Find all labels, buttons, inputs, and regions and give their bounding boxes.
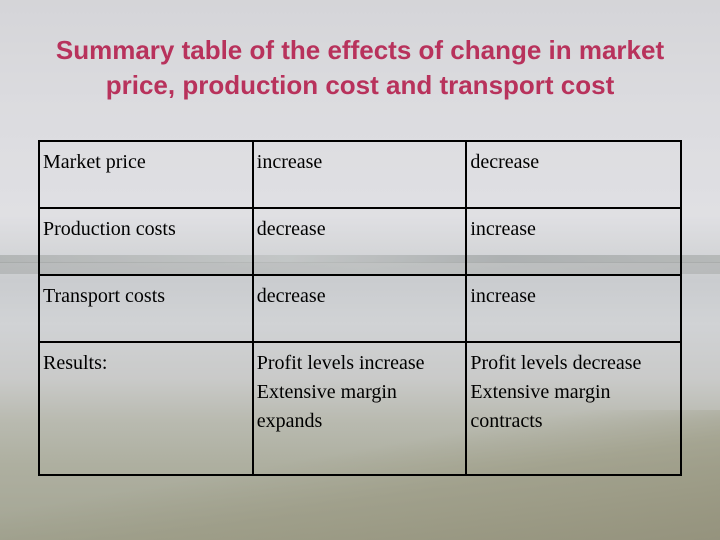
- table-row-market-price: Market price increase decrease: [38, 140, 682, 209]
- slide-title-line-2: price, production cost and transport cos…: [105, 70, 615, 100]
- row-label: Transport costs: [38, 274, 254, 343]
- effect-cell: increase: [465, 274, 682, 343]
- summary-table: Market price increase decrease Productio…: [38, 140, 682, 476]
- table-row-production-costs: Production costs decrease increase: [38, 207, 682, 276]
- row-label: Results:: [38, 341, 254, 476]
- row-label: Production costs: [38, 207, 254, 276]
- table-row-transport-costs: Transport costs decrease increase: [38, 274, 682, 343]
- effect-cell: decrease: [251, 207, 468, 276]
- table-row-results: Results: Profit levels increase Extensiv…: [38, 341, 682, 476]
- results-line: contracts: [470, 410, 543, 432]
- effect-cell: decrease: [465, 140, 682, 209]
- effect-cell: increase: [251, 140, 468, 209]
- results-cell-increase: Profit levels increase Extensive margin …: [251, 341, 468, 476]
- slide-title-line-1: Summary table of the effects of change i…: [55, 35, 665, 65]
- results-cell-decrease: Profit levels decrease Extensive margin …: [465, 341, 682, 476]
- row-label: Market price: [38, 140, 254, 209]
- results-line: Profit levels increase: [256, 352, 425, 374]
- effect-cell: increase: [465, 207, 682, 276]
- results-line: expands: [256, 410, 323, 432]
- results-line: Extensive margin: [256, 381, 397, 403]
- effect-cell: decrease: [251, 274, 468, 343]
- results-line: Profit levels decrease: [470, 352, 642, 374]
- slide-title: Summary table of the effects of change i…: [10, 33, 710, 103]
- results-line: Extensive margin: [470, 381, 611, 403]
